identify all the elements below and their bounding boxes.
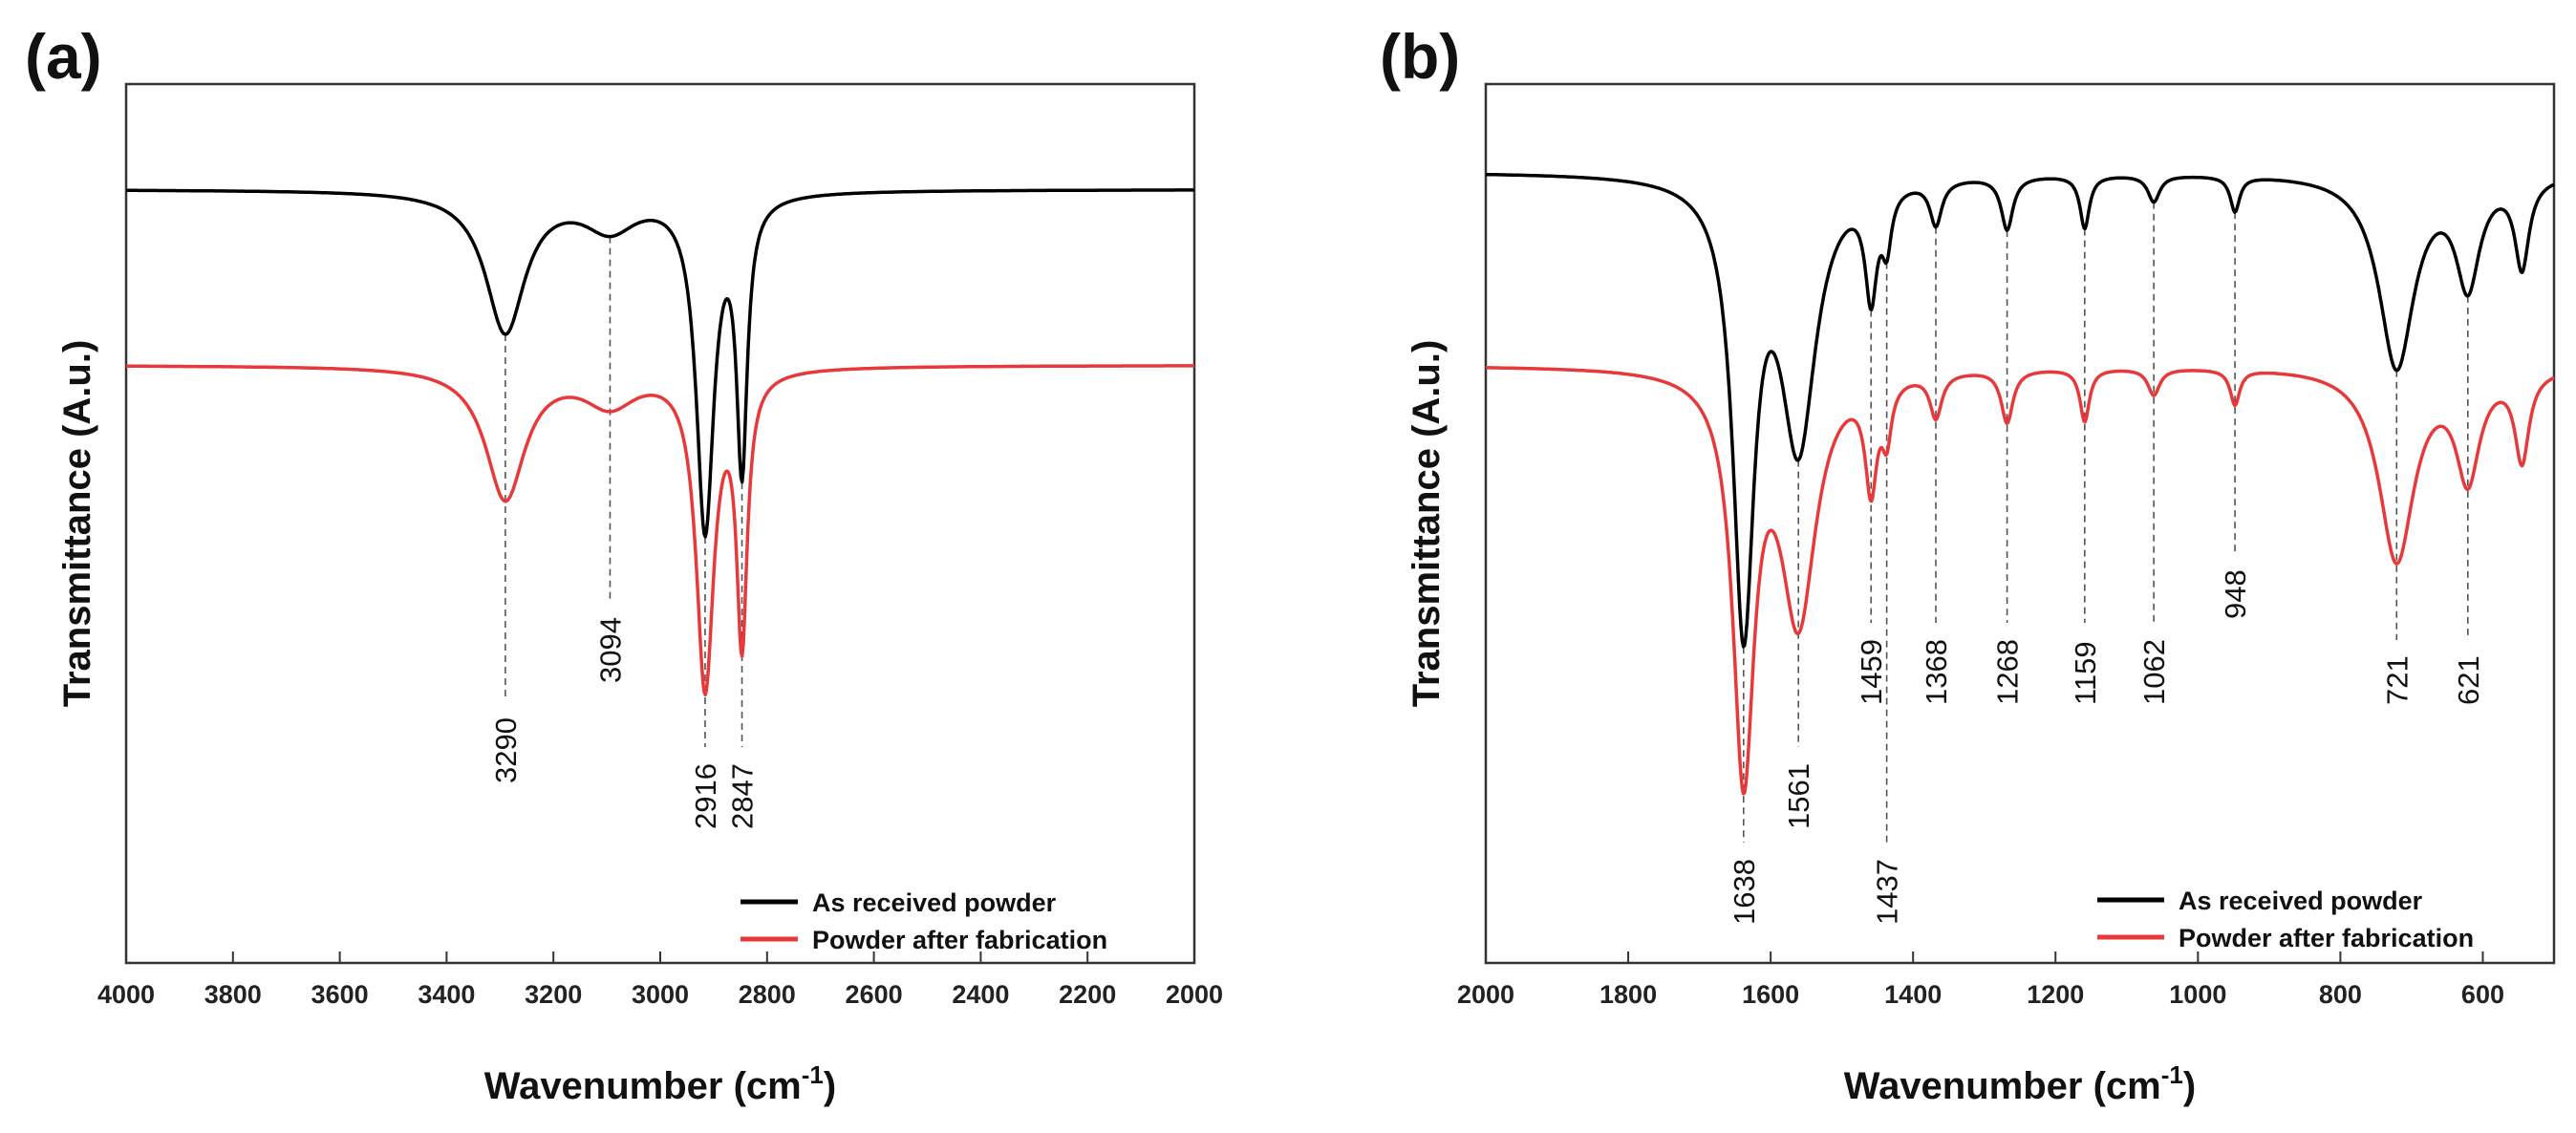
peak-label-948: 948 bbox=[2219, 569, 2252, 619]
x-tick-label: 2000 bbox=[1457, 980, 1514, 1009]
legend-label-as-received-a: As received powder bbox=[812, 888, 1057, 917]
peak-label-1638: 1638 bbox=[1728, 859, 1761, 925]
x-axis-title-b: Wavenumber (cm-1) bbox=[1844, 1060, 2196, 1107]
series-line-as-received bbox=[1485, 172, 2555, 649]
peak-guides-a bbox=[504, 236, 743, 747]
peak-label-1062: 1062 bbox=[2137, 639, 2171, 705]
x-tick-label: 1200 bbox=[2027, 980, 2084, 1009]
peak-label-3094: 3094 bbox=[593, 617, 627, 683]
peak-guides-b bbox=[1743, 202, 2469, 843]
x-tick-label: 1800 bbox=[1599, 980, 1657, 1009]
peak-label-1459: 1459 bbox=[1855, 639, 1888, 705]
series-line-after-fabrication bbox=[1485, 366, 2555, 796]
x-tick-label: 2000 bbox=[1166, 980, 1223, 1009]
panel-label-a: (a) bbox=[25, 21, 102, 92]
peak-label-2916: 2916 bbox=[689, 763, 722, 829]
peak-labels-b: 1638 1561 1459 1437 1368 1268 1159 1062 948 721 62… bbox=[1728, 569, 2485, 925]
series-lines-b bbox=[1485, 172, 2555, 796]
x-tick-label: 2200 bbox=[1059, 980, 1116, 1009]
plot-frame-b bbox=[1484, 82, 2556, 965]
x-tick-label: 2600 bbox=[846, 980, 903, 1009]
x-tick-label: 1000 bbox=[2169, 980, 2226, 1009]
x-tick-label: 3200 bbox=[525, 980, 582, 1009]
x-tick-label: 3600 bbox=[311, 980, 369, 1009]
peak-label-1561: 1561 bbox=[1782, 763, 1815, 829]
peak-label-2847: 2847 bbox=[726, 763, 760, 829]
peak-label-1437: 1437 bbox=[1871, 859, 1904, 925]
panel-a: (a) 4000 3800 3600 3400 3200 3000 2800 2600 2400… bbox=[25, 21, 1223, 1107]
x-tick-label: 3000 bbox=[632, 980, 689, 1009]
x-tick-label: 1600 bbox=[1742, 980, 1799, 1009]
series-line-after-fabrication bbox=[125, 364, 1195, 697]
peak-label-3290: 3290 bbox=[489, 717, 523, 783]
x-tick-label: 3800 bbox=[204, 980, 262, 1009]
x-tick-label: 3400 bbox=[418, 980, 475, 1009]
panel-label-b: (b) bbox=[1380, 21, 1460, 92]
series-lines-a bbox=[125, 188, 1195, 697]
peak-label-621: 621 bbox=[2452, 655, 2485, 705]
legend-label-as-received-b: As received powder bbox=[2179, 887, 2423, 915]
y-axis-title-a: Transmittance (A.u.) bbox=[56, 340, 98, 708]
x-ticks-b: 2000 1800 1600 1400 1200 1000 800 600 bbox=[1457, 951, 2504, 1009]
x-tick-label: 2800 bbox=[739, 980, 796, 1009]
y-axis-title-b: Transmittance (A.u.) bbox=[1406, 340, 1448, 708]
x-tick-label: 800 bbox=[2319, 980, 2362, 1009]
panel-b: (b) 2000 1800 1600 1400 1200 1000 800 600 16381… bbox=[1380, 21, 2556, 1107]
legend-a: As received powder Powder after fabricat… bbox=[741, 888, 1107, 954]
legend-label-after-fab-b: Powder after fabrication bbox=[2179, 924, 2474, 952]
x-ticks-a: 4000 3800 3600 3400 3200 3000 2800 2600 2400 2200… bbox=[97, 951, 1223, 1009]
legend-label-after-fab-a: Powder after fabrication bbox=[812, 926, 1107, 954]
x-tick-label: 1400 bbox=[1884, 980, 1942, 1009]
x-tick-label: 2400 bbox=[952, 980, 1009, 1009]
plot-frame-a bbox=[124, 82, 1196, 965]
peak-labels-a: 3290 3094 2916 2847 bbox=[489, 617, 760, 829]
peak-label-1368: 1368 bbox=[1920, 639, 1953, 705]
x-tick-label: 600 bbox=[2461, 980, 2504, 1009]
x-axis-title-a: Wavenumber (cm-1) bbox=[484, 1060, 836, 1107]
peak-label-721: 721 bbox=[2380, 655, 2414, 705]
x-tick-label: 4000 bbox=[97, 980, 155, 1009]
peak-label-1268: 1268 bbox=[1991, 639, 2025, 705]
series-line-as-received bbox=[125, 188, 1195, 539]
peak-label-1159: 1159 bbox=[2069, 641, 2102, 705]
legend-b: As received powder Powder after fabricat… bbox=[2097, 887, 2474, 952]
